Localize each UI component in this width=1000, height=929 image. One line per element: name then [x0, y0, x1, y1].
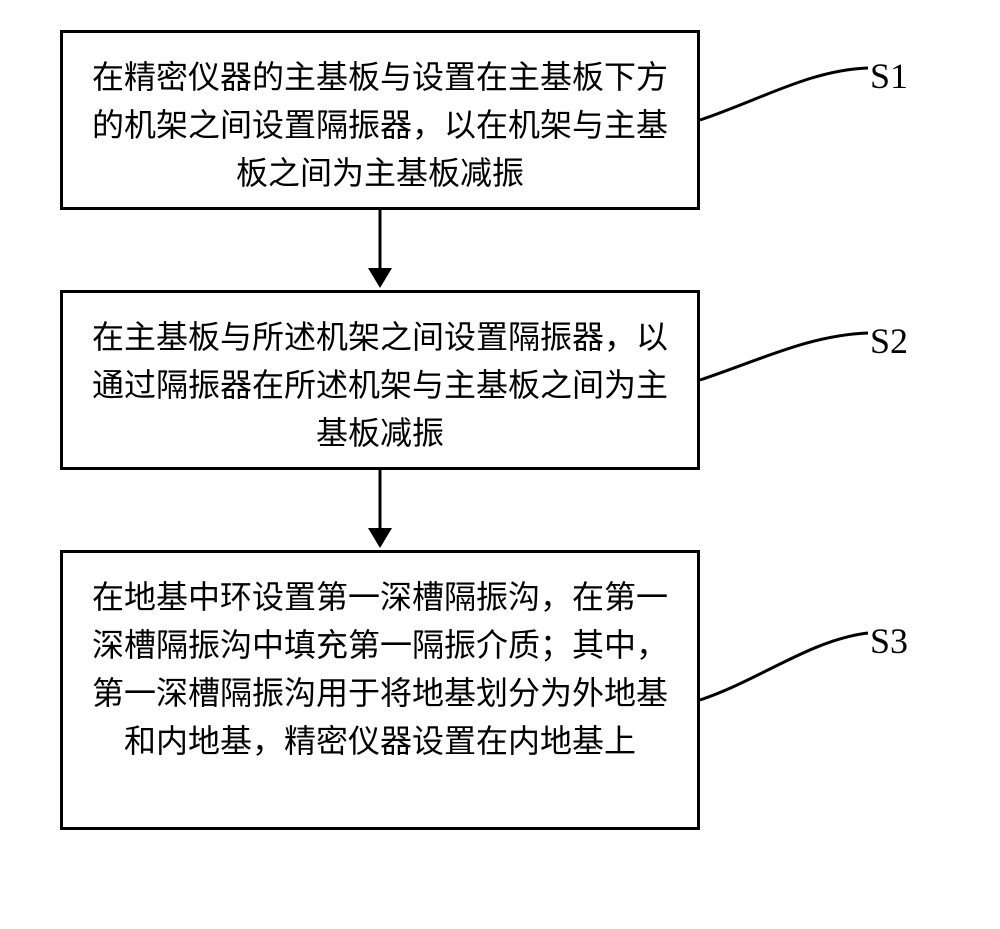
arrow-2-to-3: [60, 470, 700, 550]
step-2-text: 在主基板与所述机架之间设置隔振器，以通过隔振器在所述机架与主基板之间为主基板减振: [92, 319, 668, 451]
flowchart-step-2: 在主基板与所述机架之间设置隔振器，以通过隔振器在所述机架与主基板之间为主基板减振: [60, 290, 700, 470]
arrow-line: [379, 470, 382, 530]
arrow-line: [379, 210, 382, 270]
arrow-head: [368, 268, 392, 288]
flowchart-step-1: 在精密仪器的主基板与设置在主基板下方的机架之间设置隔振器，以在机架与主基板之间为…: [60, 30, 700, 210]
label-s3: S3: [870, 620, 908, 662]
flowchart-step-3: 在地基中环设置第一深槽隔振沟，在第一深槽隔振沟中填充第一隔振介质；其中，第一深槽…: [60, 550, 700, 830]
label-s2: S2: [870, 320, 908, 362]
arrow-head: [368, 528, 392, 548]
step-3-text: 在地基中环设置第一深槽隔振沟，在第一深槽隔振沟中填充第一隔振介质；其中，第一深槽…: [92, 579, 668, 759]
arrow-1-to-2: [60, 210, 700, 290]
flowchart-container: 在精密仪器的主基板与设置在主基板下方的机架之间设置隔振器，以在机架与主基板之间为…: [60, 30, 940, 830]
label-s1: S1: [870, 55, 908, 97]
step-1-text: 在精密仪器的主基板与设置在主基板下方的机架之间设置隔振器，以在机架与主基板之间为…: [92, 59, 668, 191]
